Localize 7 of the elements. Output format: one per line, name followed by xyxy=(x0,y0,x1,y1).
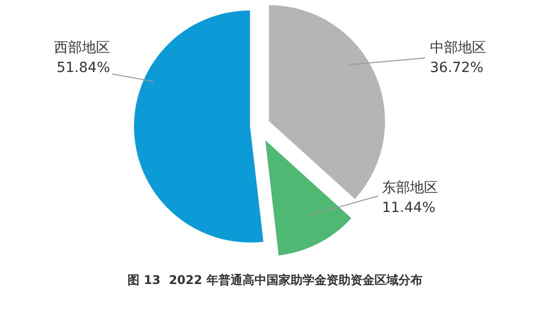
data-label: 51.84% xyxy=(56,60,110,76)
slice-label: 东部地区 xyxy=(382,180,438,196)
data-label: 36.72% xyxy=(430,60,484,76)
text: 图 13 2022 年普通高中国家助学金资助资金区域分布 xyxy=(128,273,422,287)
slice-label: 中部地区 xyxy=(430,40,486,56)
slice-label: 西部地区 xyxy=(54,40,110,56)
data-label: 11.44% xyxy=(382,200,436,216)
